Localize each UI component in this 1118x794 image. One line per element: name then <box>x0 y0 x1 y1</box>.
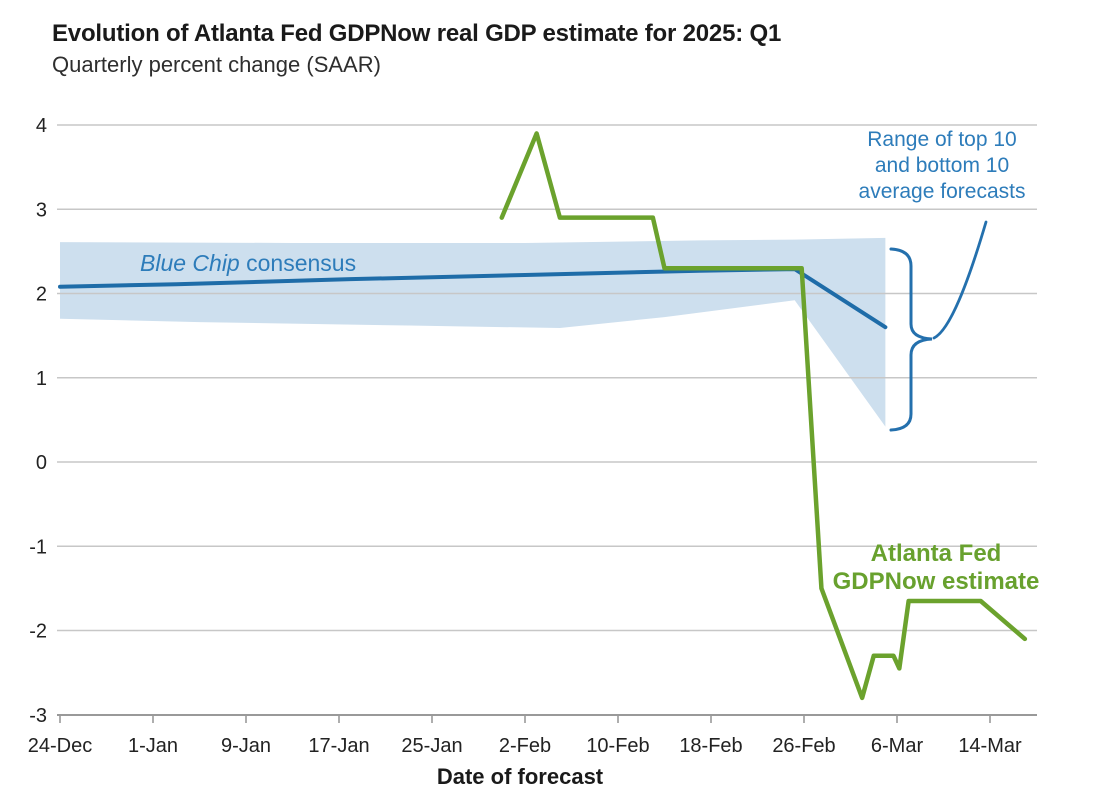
gdpnow-estimate-label: Atlanta Fed GDPNow estimate <box>826 540 1046 596</box>
x-tick-label-9-Jan: 9-Jan <box>221 735 271 757</box>
atlanta-fed-gdpnow-estimate-line <box>499 131 1028 701</box>
y-tick-label-0: 0 <box>36 452 47 474</box>
y-tick-label--3: -3 <box>29 705 47 727</box>
y-tick-label-1: 1 <box>36 368 47 390</box>
x-tick-label-2-Feb: 2-Feb <box>499 735 551 757</box>
range-annotation-line3: average forecasts <box>858 180 1026 203</box>
forecast-range-band <box>60 237 886 427</box>
x-tick-label-26-Feb: 26-Feb <box>772 735 835 757</box>
page-title: Evolution of Atlanta Fed GDPNow real GDP… <box>52 20 782 47</box>
blue-chip-consensus-label: Blue Chip consensus <box>140 250 356 277</box>
y-tick-label-3: 3 <box>36 199 47 221</box>
x-tick-label-14-Mar: 14-Mar <box>958 735 1022 757</box>
range-annotation-label: Range of top 10 and bottom 10 average fo… <box>842 127 1042 205</box>
gdpnow-label-line2: GDPNow estimate <box>832 568 1040 595</box>
x-tick-label-24-Dec: 24-Dec <box>28 735 92 757</box>
range-bracket <box>889 247 933 432</box>
blue-chip-italic-text: Blue Chip <box>140 250 240 276</box>
x-tick-label-6-Mar: 6-Mar <box>871 735 924 757</box>
x-tick-label-18-Feb: 18-Feb <box>679 735 742 757</box>
x-tick-label-10-Feb: 10-Feb <box>586 735 649 757</box>
range-annotation-line2: and bottom 10 <box>874 154 1010 177</box>
x-tick-label-1-Jan: 1-Jan <box>128 735 178 757</box>
page-subtitle: Quarterly percent change (SAAR) <box>52 52 381 77</box>
y-tick-label-2: 2 <box>36 284 47 306</box>
x-tick-label-25-Jan: 25-Jan <box>401 735 462 757</box>
y-tick-label--2: -2 <box>29 621 47 643</box>
x-axis-title: Date of forecast <box>436 764 604 789</box>
range-callout-line <box>932 220 988 340</box>
x-tick-label-17-Jan: 17-Jan <box>308 735 369 757</box>
range-annotation-line1: Range of top 10 <box>867 128 1017 151</box>
gdpnow-label-line1: Atlanta Fed <box>870 540 1002 567</box>
y-tick-label--1: -1 <box>29 536 47 558</box>
blue-chip-rest-text: consensus <box>239 250 357 276</box>
y-tick-label-4: 4 <box>36 115 47 137</box>
